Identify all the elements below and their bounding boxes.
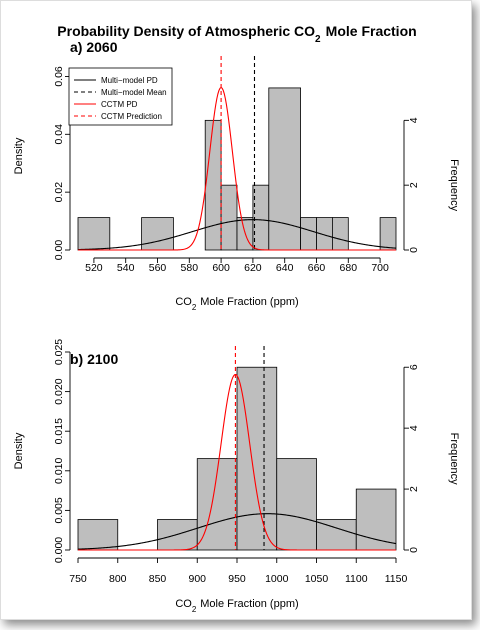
panel-label-a: a) 2060: [70, 39, 118, 55]
histogram-bar: [77, 519, 119, 551]
x-tick-label: 800: [109, 573, 127, 585]
figure-title: Probability Density of Atmospheric CO2 M…: [57, 23, 416, 45]
x-tick-label: 680: [340, 262, 358, 274]
y-tick-label: 0.005: [53, 497, 65, 523]
x-axis-label: CO2 Mole Fraction (ppm): [175, 598, 298, 614]
histogram-bar: [77, 217, 111, 251]
x-tick-label: 850: [149, 573, 167, 585]
x-tick-label: 700: [371, 262, 389, 274]
y-tick-label: 0.020: [53, 378, 65, 404]
y-tick-label: 0.00: [53, 240, 65, 261]
y-tick-label: 0.010: [53, 458, 65, 484]
y-tick-label: 0.025: [53, 339, 65, 365]
multi-model-pd-curve: [77, 219, 397, 251]
y2-tick-label: 6: [408, 364, 420, 370]
x-tick-label: 560: [149, 262, 167, 274]
x-tick-label: 1000: [265, 573, 289, 585]
x-tick-label: 580: [181, 262, 199, 274]
histogram-bar: [268, 87, 301, 251]
panel-b: b) 2100 750 800 850 900 950 1000 1050 1100 1150 CO…: [13, 339, 460, 614]
panel-a: a) 2060 520 540 560 580 600 620 640 660 680 700 CO2…: [13, 39, 460, 312]
y2-axis-label: Frequency: [448, 433, 460, 485]
legend-label: Multi−model Mean: [101, 88, 167, 97]
histogram-bar: [379, 217, 397, 251]
multi-model-pd-curve: [77, 513, 397, 550]
legend: Multi−model PD Multi−model Mean CCTM PD CCT…: [68, 67, 173, 126]
y-axis-label: Density: [13, 432, 25, 469]
cctm-pd-curve: [78, 374, 396, 551]
x-tick-label: 1150: [385, 573, 408, 585]
x-tick-label: 750: [69, 573, 87, 585]
x-tick-label: 950: [228, 573, 246, 585]
y2-tick-label: 2: [408, 486, 420, 492]
x-tick-label: 620: [244, 262, 262, 274]
histogram-bar: [355, 488, 397, 551]
x-tick-label: 1100: [345, 573, 368, 585]
y-tick-label: 0.02: [53, 182, 65, 203]
x-tick-label: 900: [188, 573, 206, 585]
x-tick-label: 520: [85, 262, 103, 274]
x-tick-label: 600: [212, 262, 230, 274]
legend-label: CCTM PD: [101, 100, 138, 109]
y-tick-label: 0.000: [53, 537, 65, 563]
histogram-bar: [220, 184, 238, 251]
x-axis-label: CO2 Mole Fraction (ppm): [175, 296, 298, 312]
y2-tick-label: 4: [408, 425, 420, 431]
y-tick-label: 0.04: [53, 124, 65, 145]
x-tick-label: 1050: [305, 573, 329, 585]
histogram-bar: [276, 458, 317, 551]
histogram-bar: [316, 519, 357, 551]
y-axis-label: Density: [13, 137, 25, 174]
panel-label-b: b) 2100: [70, 351, 118, 367]
cctm-pd-curve: [78, 86, 396, 251]
y2-tick-label: 2: [408, 182, 420, 188]
legend-label: Multi−model PD: [101, 76, 158, 85]
y2-tick-label: 4: [408, 117, 420, 123]
histogram-bar: [204, 119, 222, 251]
y2-tick-label: 0: [408, 547, 420, 553]
x-tick-label: 640: [276, 262, 294, 274]
y2-axis-label: Frequency: [448, 159, 460, 211]
legend-box: [68, 67, 173, 126]
legend-label: CCTM Prediction: [101, 112, 162, 121]
y-tick-label: 0.06: [53, 66, 65, 87]
y-tick-label: 0.015: [53, 418, 65, 444]
histogram-bar: [236, 366, 278, 551]
histogram-bar: [300, 217, 317, 251]
y2-tick-label: 0: [408, 247, 420, 253]
x-tick-label: 660: [308, 262, 326, 274]
histogram-bar: [331, 217, 349, 251]
histogram-bar: [141, 217, 174, 251]
histogram-bar: [252, 184, 270, 251]
x-tick-label: 540: [117, 262, 135, 274]
